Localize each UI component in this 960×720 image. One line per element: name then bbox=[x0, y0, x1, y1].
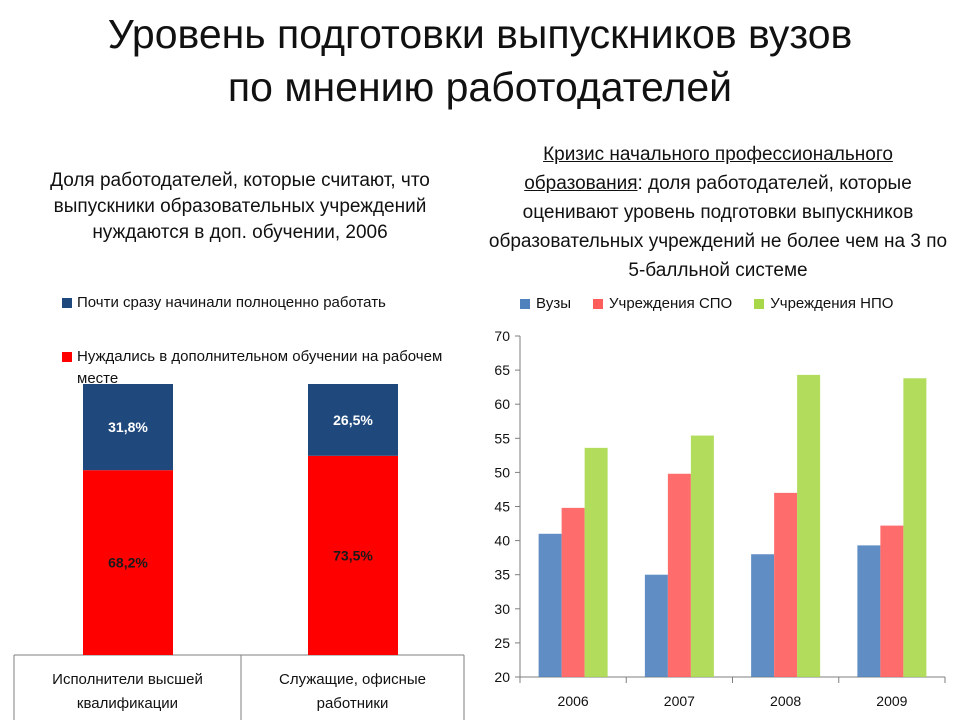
legend-label-vuzy: Вузы bbox=[536, 295, 571, 312]
category-label: Исполнители высшей bbox=[52, 671, 203, 688]
legend-item-npo: Учреждения НПО bbox=[754, 294, 893, 314]
legend-swatch-work bbox=[62, 298, 72, 308]
bar-segment bbox=[308, 455, 398, 655]
bar-segment bbox=[83, 384, 173, 471]
category-label: работники bbox=[317, 695, 389, 712]
legend-label-spo: Учреждения СПО bbox=[609, 295, 733, 312]
data-label: 68,2% bbox=[108, 555, 148, 571]
legend-label-training: Нуждались в дополнительном обучении на р… bbox=[77, 348, 443, 387]
legend-swatch-npo bbox=[754, 299, 765, 309]
right-caption-rest: : доля работодателей, которые оценивают … bbox=[488, 173, 948, 281]
legend-swatch-training bbox=[62, 352, 72, 362]
left-chart-caption: Доля работодателей, которые считают, что… bbox=[50, 170, 430, 243]
legend-item-training: Нуждались в дополнительном обучении на р… bbox=[62, 346, 452, 392]
title-line-1: Уровень подготовки выпускников вузов bbox=[107, 11, 853, 57]
data-label: 31,8% bbox=[108, 419, 148, 435]
bar-segment bbox=[308, 384, 398, 456]
category-label: квалификации bbox=[77, 695, 178, 712]
title-line-2: по мнению работодателей bbox=[227, 64, 733, 110]
category-label: Служащие, офисные bbox=[279, 671, 426, 688]
legend-swatch-vuzy bbox=[520, 299, 530, 309]
page-title: Уровень подготовки выпускников вузов по … bbox=[0, 8, 960, 114]
legend-item-spo: Учреждения СПО bbox=[593, 294, 732, 314]
legend-label-npo: Учреждения НПО bbox=[770, 295, 894, 312]
legend-item-vuzy: Вузы bbox=[520, 294, 571, 314]
right-caption-underlined: Кризис начального профессионального обра… bbox=[524, 144, 893, 194]
bar-segment bbox=[83, 470, 173, 655]
legend-label-work: Почти сразу начинали полноценно работать bbox=[77, 294, 386, 311]
data-label: 26,5% bbox=[333, 412, 373, 428]
legend-swatch-spo bbox=[593, 299, 603, 309]
data-label: 73,5% bbox=[333, 547, 373, 563]
right-chart-caption: Кризис начального профессионального обра… bbox=[488, 140, 948, 285]
right-chart-legend: Вузы Учреждения СПО Учреждения НПО bbox=[520, 294, 893, 314]
